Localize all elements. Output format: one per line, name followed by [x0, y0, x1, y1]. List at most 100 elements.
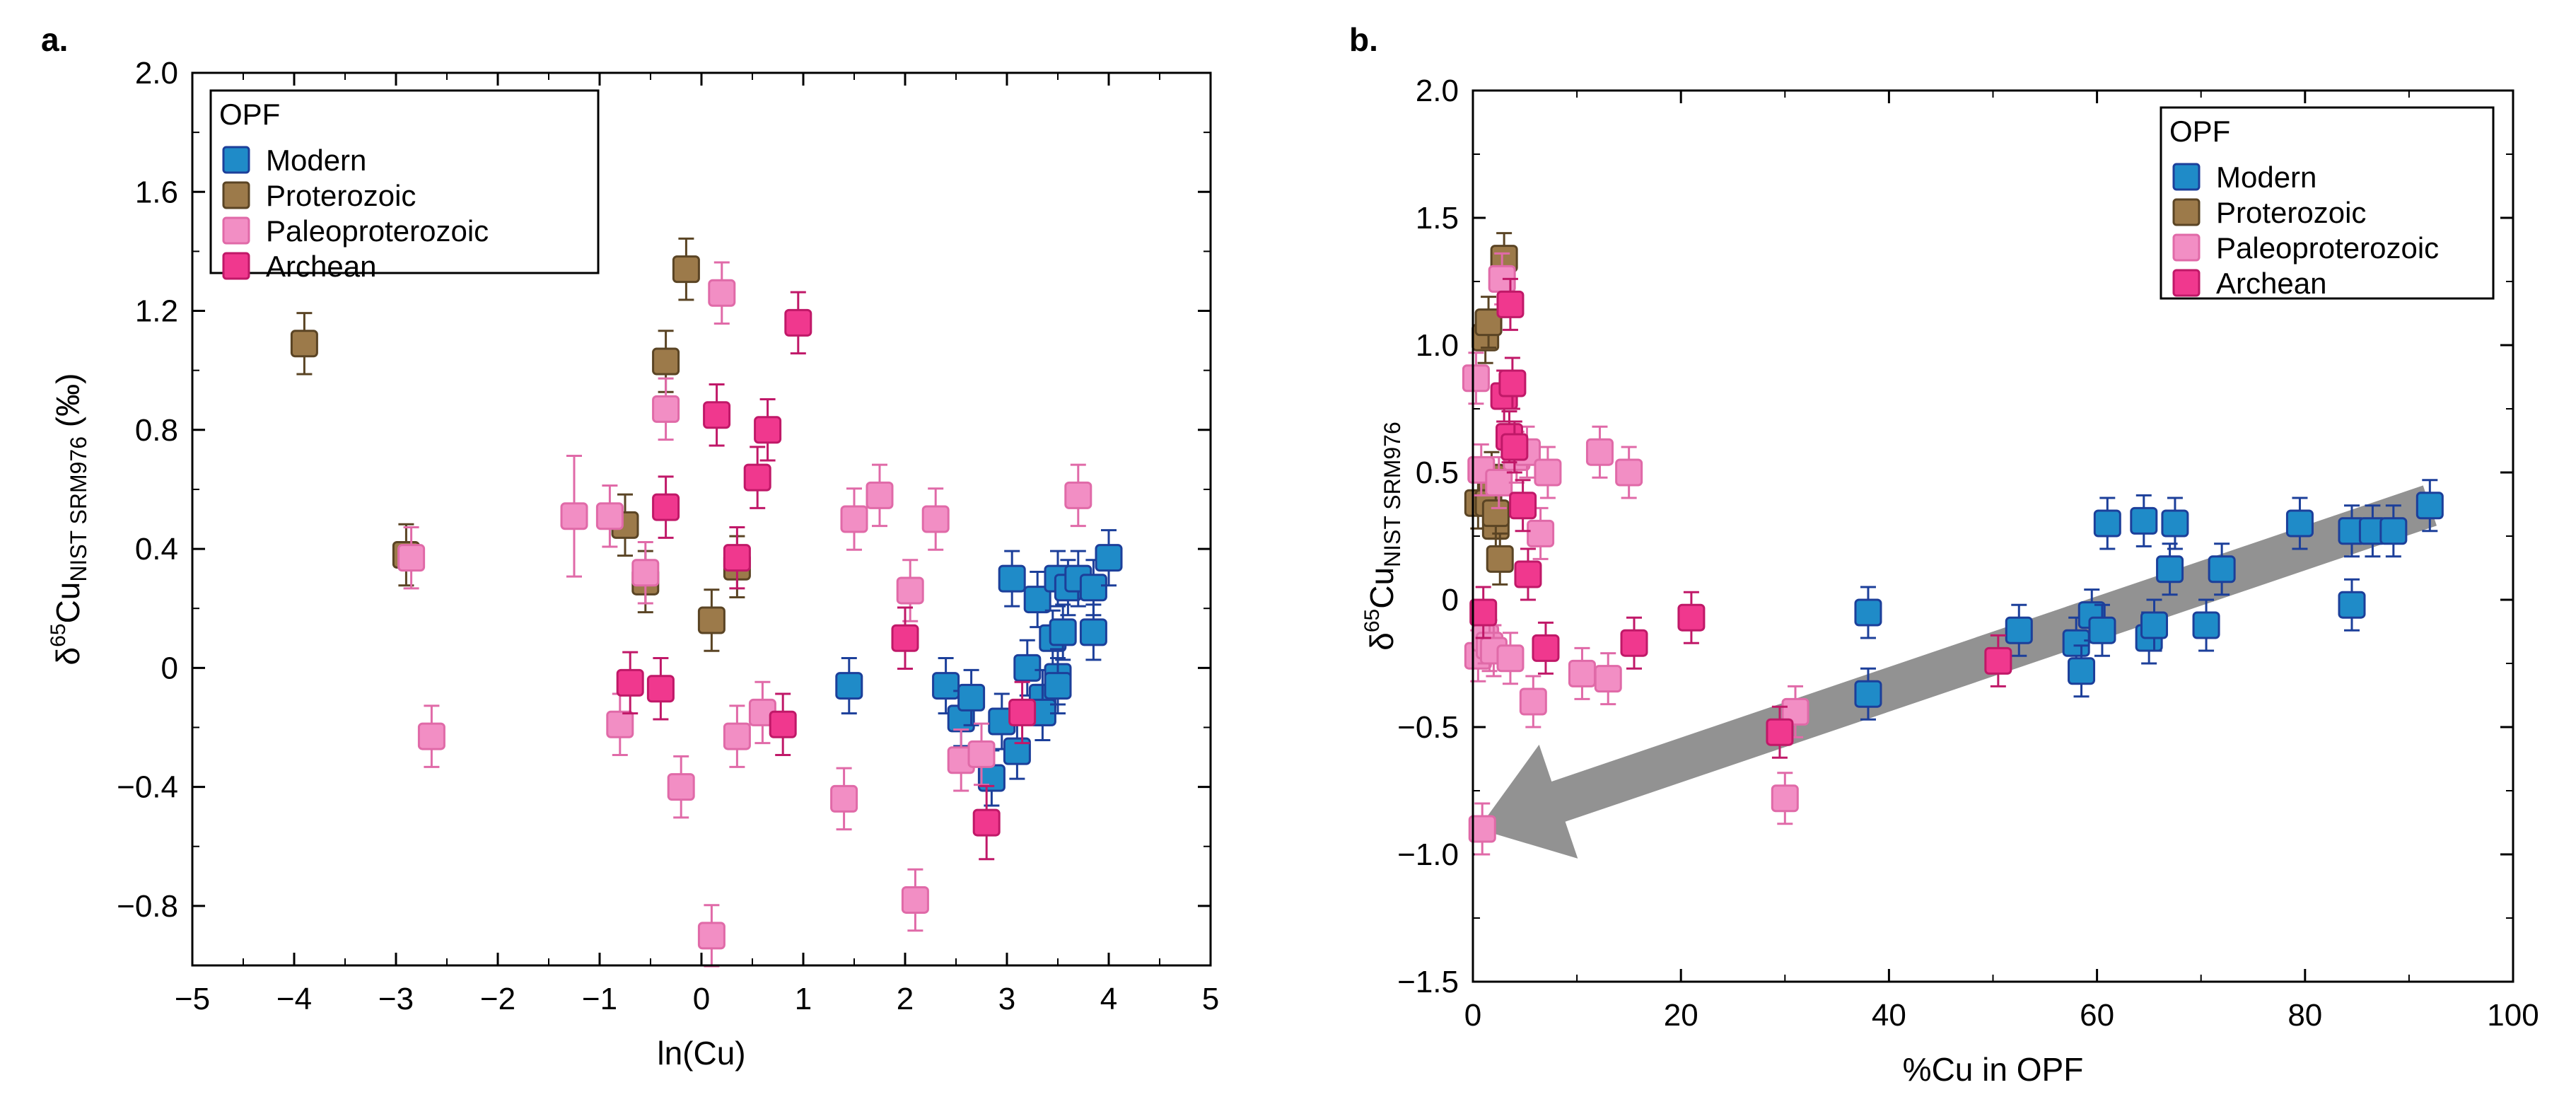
panel-b-y-label-main: Cu — [1363, 567, 1400, 609]
paleoproterozoic-data-point — [560, 454, 588, 578]
panel-b-series-modern — [1854, 479, 2444, 721]
paleoproterozoic-marker — [967, 740, 996, 768]
legend-label-modern: Modern — [2216, 161, 2316, 194]
modern-data-point — [1854, 667, 1882, 721]
paleoproterozoic-marker — [921, 505, 950, 533]
modern-marker — [1044, 672, 1072, 700]
modern-data-point — [988, 692, 1016, 750]
panel-a-y-tick-label: 1.6 — [135, 175, 178, 209]
paleoproterozoic-data-point — [1462, 352, 1490, 405]
archean-marker — [1514, 560, 1542, 588]
paleoproterozoic-marker — [896, 576, 924, 605]
paleoproterozoic-data-point — [708, 261, 736, 325]
modern-data-point — [2208, 542, 2236, 596]
panel-a-legend: OPF ModernProterozoicPaleoproterozoicArch… — [209, 89, 600, 283]
paleoproterozoic-data-point — [397, 526, 426, 590]
paleoproterozoic-data-point — [667, 755, 695, 819]
legend-title: OPF — [2169, 115, 2230, 148]
modern-marker — [1095, 544, 1123, 572]
paleoproterozoic-data-point — [1527, 506, 1555, 560]
archean-marker — [1008, 698, 1037, 726]
panel-b-trend-arrow — [1478, 485, 2437, 859]
paleoproterozoic-marker — [1585, 438, 1614, 466]
paleoproterozoic-marker — [652, 395, 680, 423]
modern-data-point — [1044, 657, 1072, 715]
panel-a-label: a. — [41, 21, 68, 58]
paleoproterozoic-marker — [830, 784, 858, 813]
legend-title: OPF — [219, 98, 280, 131]
modern-data-point — [1095, 529, 1123, 587]
archean-data-point — [1008, 680, 1037, 745]
modern-data-point — [2093, 497, 2121, 550]
archean-data-point — [703, 383, 731, 447]
archean-data-point — [1532, 621, 1560, 675]
modern-marker — [2062, 629, 2090, 657]
archean-data-point — [1496, 277, 1525, 331]
panel-b-x-tick-label: 40 — [1872, 998, 1906, 1033]
archean-marker — [1766, 718, 1794, 746]
panel-b-y-label-sub: NIST SRM976 — [1380, 422, 1405, 567]
panel-a-y-axis-label: δ65CuNIST SRM976 (‰) — [47, 373, 91, 666]
paleoproterozoic-data-point — [723, 704, 751, 768]
paleoproterozoic-marker — [1781, 697, 1809, 726]
modern-data-point — [835, 657, 863, 715]
modern-marker — [2208, 555, 2236, 583]
modern-data-point — [1049, 603, 1077, 661]
panel-a-chart: a. −5 −4 −3 −2 −1 0 1 2 3 4 5 −0.8 −0.4 0 0.4 0.8 1.2 1.6… — [41, 21, 1219, 1072]
modern-data-point — [1079, 603, 1107, 661]
paleoproterozoic-data-point — [840, 487, 868, 551]
paleoproterozoic-data-point — [1615, 446, 1643, 499]
modern-marker — [2005, 616, 2033, 644]
panel-b-x-tick-label: 0 — [1464, 998, 1481, 1033]
trend-arrow-shape — [1478, 485, 2437, 859]
archean-data-point — [1766, 705, 1794, 759]
archean-marker — [1532, 634, 1560, 662]
paleoproterozoic-data-point — [947, 728, 975, 792]
panel-a-x-tick-label: 0 — [693, 982, 710, 1016]
archean-marker — [703, 401, 731, 429]
modern-marker — [2093, 509, 2121, 538]
modern-marker — [1079, 618, 1107, 646]
modern-data-point — [2338, 578, 2366, 632]
modern-data-point — [2192, 598, 2220, 652]
panel-a-x-tick-label: −2 — [480, 982, 515, 1016]
archean-data-point — [1509, 479, 1537, 533]
proterozoic-data-point — [290, 312, 318, 376]
panel-b-y-tick-label: 1.5 — [1416, 201, 1459, 236]
paleoproterozoic-marker — [1485, 468, 1513, 497]
archean-data-point — [1620, 616, 1648, 670]
panel-b-y-label-sup: 65 — [1360, 609, 1384, 632]
legend-label-archean: Archean — [2216, 267, 2326, 300]
archean-data-point — [972, 784, 1001, 861]
panel-a-plot-frame — [191, 71, 1212, 967]
paleoproterozoic-marker — [631, 559, 660, 587]
modern-data-point — [2379, 504, 2408, 558]
paleoproterozoic-data-point — [1594, 652, 1622, 706]
paleoproterozoic-data-point — [921, 487, 950, 551]
paleoproterozoic-data-point — [1468, 802, 1496, 856]
archean-data-point — [723, 526, 751, 590]
panel-a-y-tick-label: −0.8 — [117, 889, 178, 924]
archean-data-point — [1498, 356, 1527, 410]
modern-marker — [2415, 492, 2444, 520]
paleoproterozoic-marker — [397, 544, 426, 572]
modern-marker — [2338, 591, 2366, 619]
panel-a-points — [290, 237, 1123, 968]
paleoproterozoic-data-point — [631, 540, 660, 605]
archean-data-point — [1677, 591, 1706, 644]
panel-a-x-tick-label: 3 — [998, 982, 1015, 1016]
proterozoic-data-point — [697, 588, 725, 652]
panel-b-y-tick-label: −1.0 — [1397, 837, 1459, 872]
modern-data-point — [998, 550, 1026, 608]
panel-b-y-label-delta: δ — [1363, 632, 1400, 651]
modern-data-point — [2156, 542, 2184, 596]
proterozoic-marker — [1481, 499, 1510, 528]
legend-swatch-paleoproterozoic — [2172, 233, 2201, 262]
panel-a-series-modern — [835, 529, 1123, 807]
legend-box — [2160, 106, 2495, 300]
archean-marker — [784, 308, 812, 337]
proterozoic-marker — [652, 347, 680, 376]
paleoproterozoic-marker — [901, 886, 929, 914]
panel-b-y-tick-label: 0 — [1442, 583, 1459, 617]
modern-marker — [1079, 574, 1107, 602]
